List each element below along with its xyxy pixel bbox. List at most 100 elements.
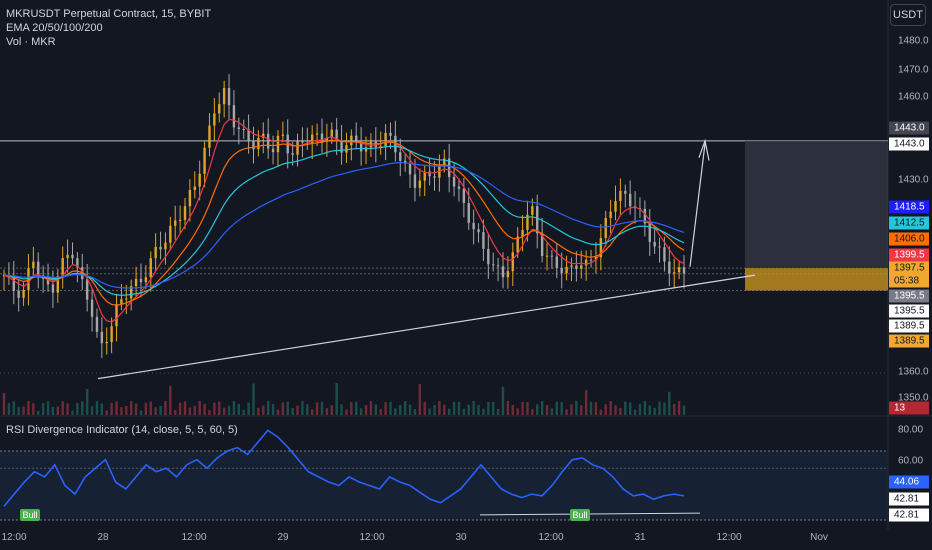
volume-bar [95,401,99,415]
volume-bar [81,401,84,415]
volume-bar [100,403,104,415]
candle-body [570,265,573,267]
volume-bar [457,401,461,415]
volume-bar [447,408,451,415]
volume-bar [648,405,651,415]
candle-body [61,258,64,277]
candle-body [291,153,294,155]
candle-body [281,134,285,136]
volume-bar [291,407,294,415]
price-tag: 1395.5 [889,289,929,303]
candle-body [545,255,549,257]
volume-bar [394,408,397,415]
volume-bar [604,404,607,415]
price-tick-label: 1480.0 [898,35,929,47]
candle-body [183,206,187,220]
volume-bar [477,404,480,415]
candle-body [56,276,60,293]
candle-body [51,284,55,293]
volume-bar [85,389,89,415]
volume-bar [32,403,35,415]
volume-bar [71,410,74,415]
time-tick-label: 28 [97,532,109,543]
volume-bar [472,401,475,415]
candle-body [540,233,544,256]
ema-legend: EMA 20/50/100/200 [6,22,103,34]
volume-bar [232,401,236,415]
candle-body [100,331,104,344]
candle-body [433,176,436,178]
time-tick-label: 29 [277,532,289,543]
price-tag: 1389.5 [889,334,929,348]
candle-body [222,88,226,105]
volume-bar [452,402,456,415]
volume-bar [154,407,157,415]
volume-bar [550,408,554,415]
volume-bar [144,402,148,415]
volume-bar [37,410,40,415]
candle-body [447,158,451,177]
volume-bar [628,402,632,415]
candle-body [594,257,598,260]
candle-body [188,189,192,207]
candle-body [389,132,392,136]
volume-bar [399,405,402,415]
volume-bar [134,403,138,415]
candle-body [178,219,182,221]
candle-body [213,113,216,126]
candle-body [628,193,632,207]
candle-body [589,259,593,261]
candle-body [66,254,69,259]
ema200-line [3,162,685,289]
volume-bar [22,406,25,415]
volume-bar [433,404,436,415]
candle-body [335,129,338,141]
rsi-indicator-title: RSI Divergence Indicator (14, close, 5, … [6,424,238,436]
volume-bar [7,403,11,415]
volume-bar [462,408,466,415]
volume-bar [169,385,172,415]
volume-bar [555,401,559,415]
candle-body [242,129,245,131]
time-tick-label: 12:00 [538,532,564,543]
volume-bar [560,402,563,415]
volume-bar [296,405,299,415]
rsi-value-tag: 44.06 [889,475,929,489]
projection-arrow [689,143,706,267]
volume-bar [428,408,431,415]
candle-body [325,137,329,142]
candle-body [359,142,363,152]
volume-bar [110,402,113,415]
volume-bar [355,401,358,415]
volume-bar [389,401,392,415]
volume-bar [139,410,143,415]
candle-body [663,247,666,262]
volume-bar [658,401,661,415]
volume-bar [193,405,196,415]
volume-bar [120,407,123,415]
currency-button[interactable]: USDT [890,4,926,26]
candle-body [379,146,382,148]
volume-bar [203,403,206,415]
volume-bar [227,405,231,415]
candle-body [232,105,236,128]
candle-body [394,135,397,153]
candle-body [560,267,563,274]
volume-bar [306,404,309,415]
volume-bar [643,401,647,415]
time-tick-label: Nov [810,532,828,543]
volume-bar [174,410,177,415]
ema50-tag: 1406.0 [889,232,929,246]
volume-bar [584,390,588,415]
volume-bar [511,404,514,415]
candle-body [125,298,128,300]
candle-body [315,133,319,135]
candle-body [418,180,422,188]
volume-bar [271,404,275,415]
volume-bar [340,404,343,415]
candle-body [262,133,265,138]
price-tick-label: 1350.0 [898,392,929,404]
time-tick-label: 12:00 [716,532,742,543]
candle-body [320,133,324,142]
